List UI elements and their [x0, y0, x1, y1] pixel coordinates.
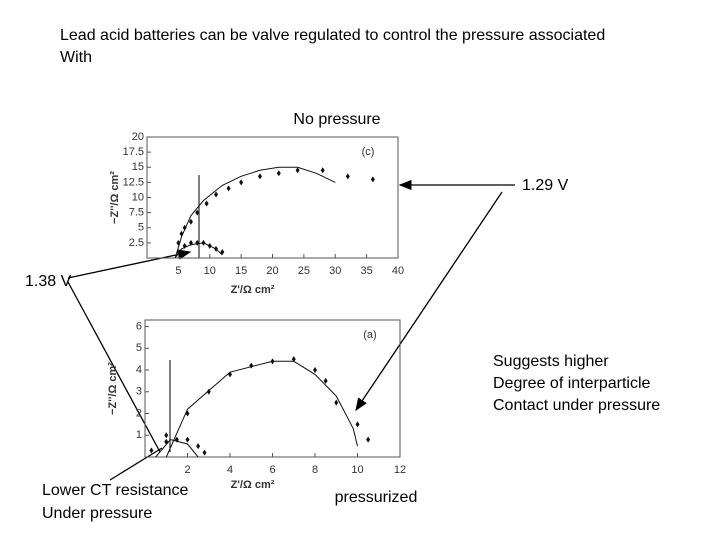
data-point: [334, 399, 339, 406]
data-point: [345, 173, 350, 180]
x-tick-label: 10: [351, 464, 363, 476]
annotation: 1.29 V: [522, 177, 569, 194]
data-point: [176, 248, 181, 255]
y-tick-label: 20: [132, 131, 144, 143]
x-tick-label: 4: [227, 464, 233, 476]
data-point: [188, 218, 193, 225]
x-tick-label: 40: [392, 265, 404, 277]
y-tick-label: 12.5: [123, 176, 144, 188]
fit-line: [155, 439, 199, 458]
x-tick-label: 30: [329, 265, 341, 277]
arrow: [67, 249, 192, 279]
data-point: [196, 443, 201, 450]
y-tick-label: 10: [132, 191, 144, 203]
note-line: Under pressure: [42, 505, 152, 522]
note-line: Suggests higher: [493, 353, 609, 370]
annotation: 1.38 V: [25, 273, 72, 290]
data-point: [214, 191, 219, 198]
x-tick-label: 5: [175, 265, 181, 277]
data-point: [182, 224, 187, 231]
data-point: [323, 377, 328, 384]
title-line: With: [60, 49, 92, 66]
data-point: [164, 432, 169, 439]
note-line: Degree of interparticle: [493, 375, 651, 392]
panel-label: (a): [363, 329, 376, 341]
y-tick-label: 15: [132, 161, 144, 173]
y-axis-label: −Z''/Ω cm²: [109, 171, 121, 224]
fit-line: [165, 360, 358, 458]
plot-frame: [146, 136, 399, 259]
x-tick-label: 12: [394, 464, 406, 476]
chart-title: No pressure: [293, 111, 380, 128]
data-point: [370, 176, 375, 183]
x-tick-label: 35: [361, 265, 373, 277]
y-tick-label: 2: [136, 407, 142, 419]
y-tick-label: 1: [136, 429, 142, 441]
y-tick-label: 2.5: [129, 237, 144, 249]
data-point: [366, 436, 371, 443]
y-tick-label: 4: [136, 364, 142, 376]
data-point: [313, 367, 317, 374]
x-tick-label: 15: [235, 265, 247, 277]
data-point: [195, 209, 200, 216]
chart-title: pressurized: [335, 489, 418, 506]
x-tick-label: 10: [204, 265, 216, 277]
fit-line: [174, 242, 223, 259]
arrow: [109, 447, 163, 481]
note-line: Contact under pressure: [493, 397, 660, 414]
data-point: [249, 362, 254, 369]
arrow: [355, 191, 503, 412]
data-point: [291, 356, 296, 363]
x-axis-label: Z'/Ω cm²: [231, 479, 275, 491]
x-tick-label: 8: [312, 464, 318, 476]
x-tick-label: 2: [184, 464, 190, 476]
data-point: [239, 179, 244, 186]
data-point: [257, 173, 262, 180]
x-axis-label: Z'/Ω cm²: [231, 284, 275, 296]
data-point: [355, 421, 360, 428]
note-line: Lower CT resistance: [42, 482, 189, 499]
x-tick-label: 25: [298, 265, 310, 277]
x-tick-label: 6: [269, 464, 275, 476]
data-point: [149, 447, 154, 454]
y-tick-label: 17.5: [123, 146, 144, 158]
data-point: [204, 200, 209, 207]
plot-frame: [144, 319, 401, 458]
data-point: [320, 167, 325, 174]
y-tick-label: 6: [136, 320, 142, 332]
data-point: [226, 185, 231, 192]
data-point: [185, 436, 190, 443]
panel-label: (c): [362, 146, 375, 158]
y-tick-label: 3: [136, 386, 142, 398]
y-tick-label: 7.5: [129, 207, 144, 219]
fit-line: [174, 166, 336, 259]
y-tick-label: 5: [138, 222, 144, 234]
title-line: Lead acid batteries can be valve regulat…: [60, 27, 605, 44]
y-axis-label: −Z''/Ω cm²: [107, 362, 119, 415]
x-tick-label: 20: [266, 265, 278, 277]
data-point: [276, 170, 281, 177]
data-point: [295, 167, 300, 174]
y-tick-label: 5: [136, 342, 142, 354]
data-point: [202, 449, 207, 456]
